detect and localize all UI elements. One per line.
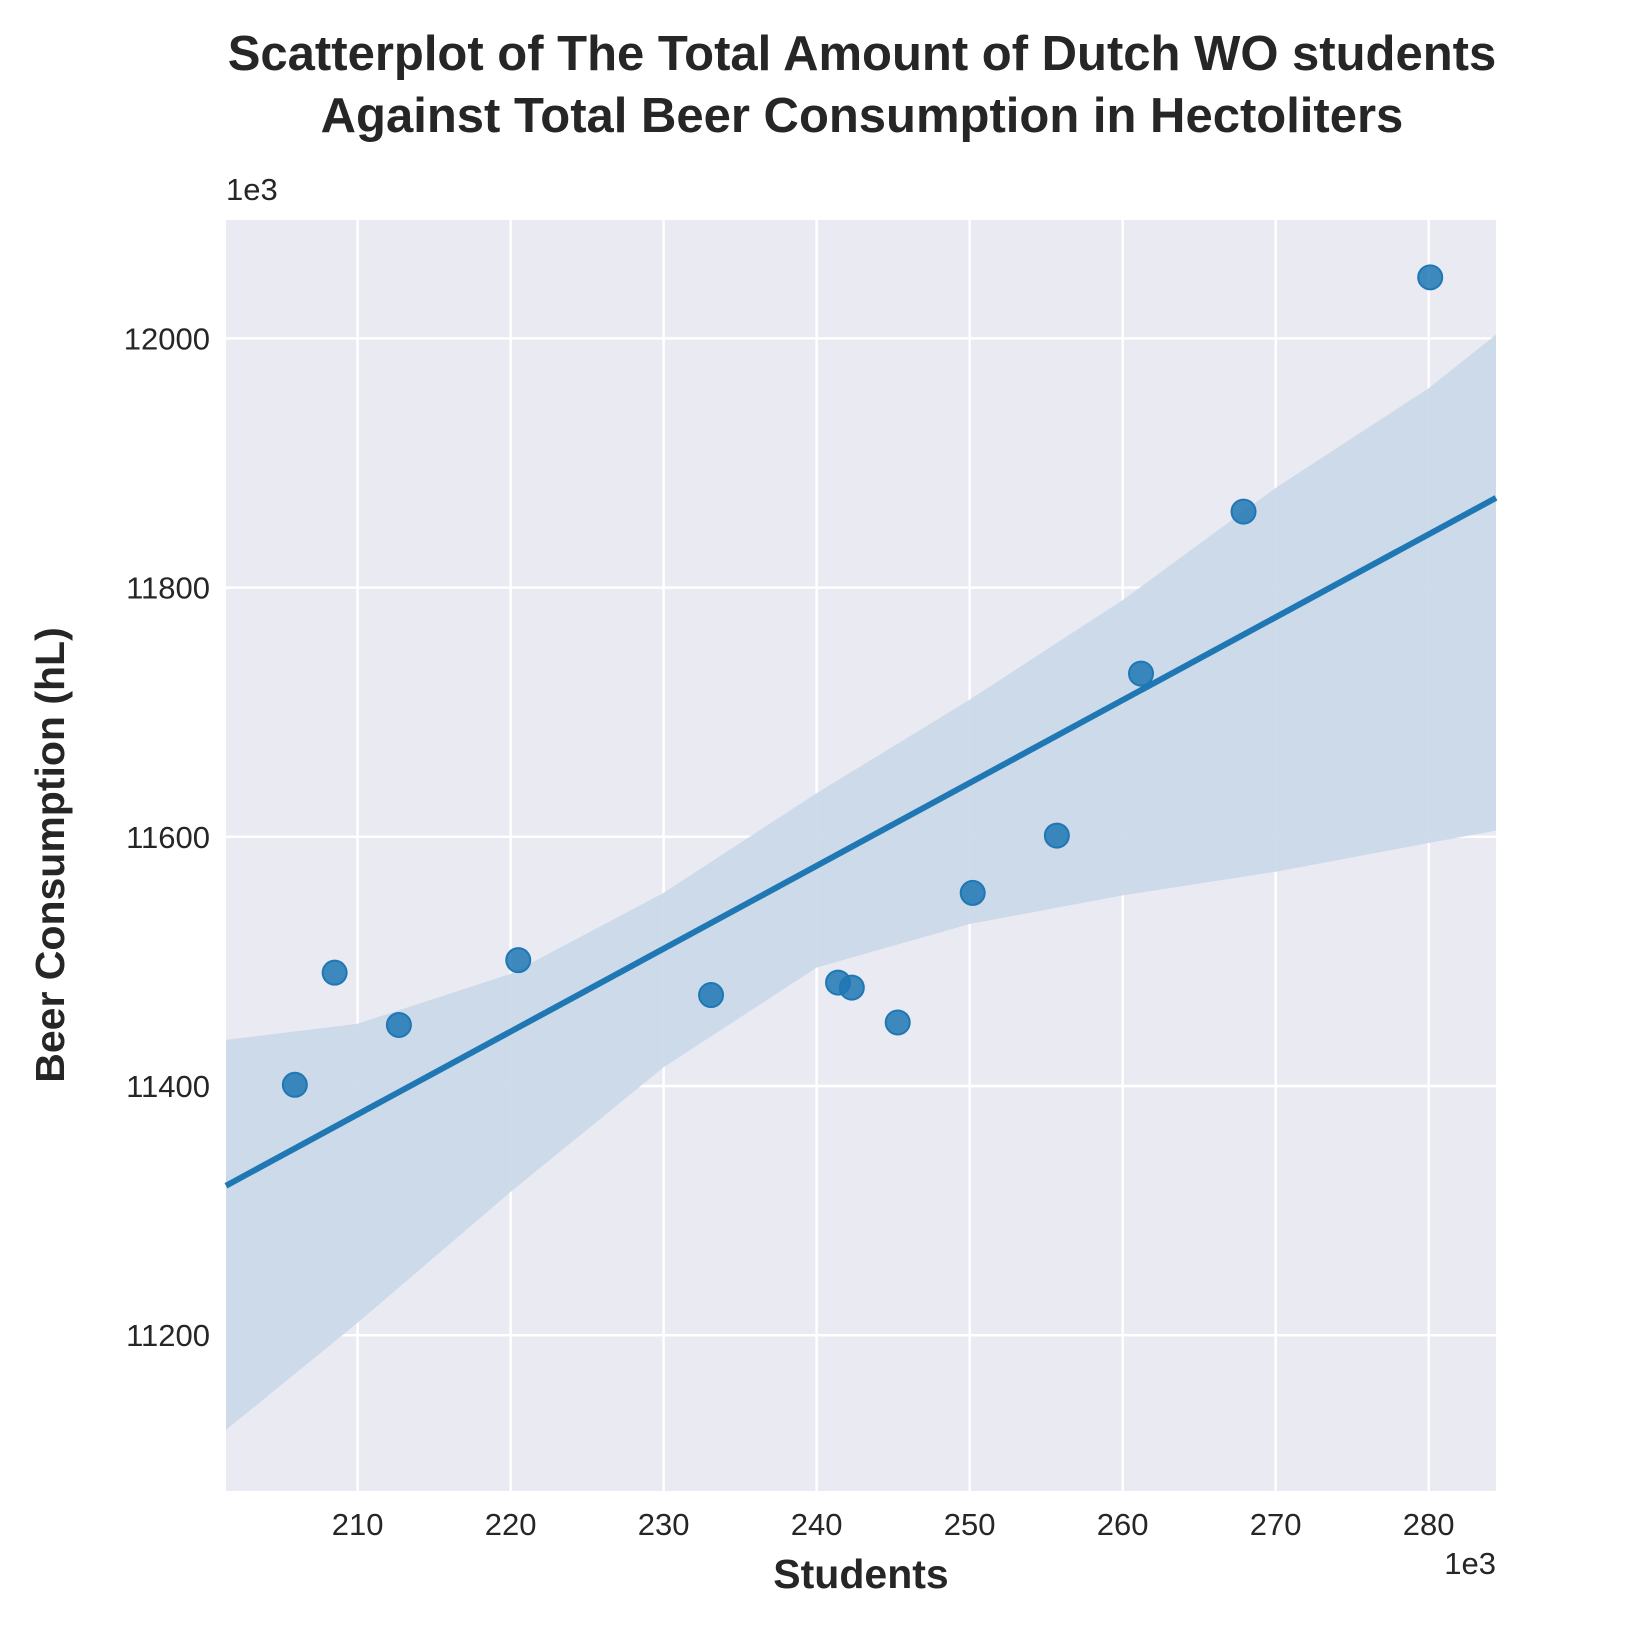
x-tick-label: 240 — [791, 1507, 843, 1542]
x-tick-label: 270 — [1250, 1507, 1302, 1542]
data-point — [1043, 822, 1070, 849]
data-point — [505, 947, 532, 974]
data-point — [838, 974, 865, 1001]
y-tick-labels: 11200 11400 11600 11800 12000 — [124, 321, 210, 1353]
chart-title-line-1: Scatterplot of The Total Amount of Dutch… — [228, 27, 1496, 81]
confidence-band — [226, 334, 1496, 1430]
x-tick-label: 230 — [638, 1507, 690, 1542]
data-point — [1417, 264, 1444, 291]
x-axis-label: Students — [773, 1551, 948, 1597]
y-tick-label: 11800 — [126, 571, 210, 606]
data-points — [281, 264, 1444, 1098]
y-tick-label: 12000 — [124, 321, 210, 356]
y-tick-label: 11400 — [126, 1069, 210, 1104]
x-tick-label: 260 — [1097, 1507, 1149, 1542]
x-tick-labels: 210 220 230 240 250 260 270 280 — [332, 1507, 1455, 1542]
data-point — [884, 1009, 911, 1036]
x-tick-label: 220 — [485, 1507, 537, 1542]
data-point — [959, 879, 986, 906]
y-axis-offset-label: 1e3 — [226, 172, 278, 207]
chart-title-line-2: Against Total Beer Consumption in Hectol… — [321, 89, 1404, 143]
chart-title: Scatterplot of The Total Amount of Dutch… — [228, 27, 1496, 143]
data-point — [1230, 498, 1257, 525]
x-tick-label: 250 — [944, 1507, 996, 1542]
confidence-band-area — [226, 334, 1496, 1430]
data-point — [281, 1071, 308, 1098]
y-tick-label: 11600 — [126, 820, 210, 855]
regression-line-path — [224, 495, 1498, 1189]
data-point — [1128, 660, 1155, 687]
y-tick-label: 11200 — [126, 1318, 210, 1353]
data-point — [698, 982, 725, 1009]
data-point — [321, 959, 348, 986]
x-tick-label: 280 — [1403, 1507, 1455, 1542]
regression-line — [224, 495, 1498, 1189]
x-axis-offset-label: 1e3 — [1444, 1546, 1496, 1581]
data-point — [385, 1011, 412, 1038]
y-axis-label: Beer Consumption (hL) — [27, 627, 73, 1083]
x-tick-label: 210 — [332, 1507, 384, 1542]
